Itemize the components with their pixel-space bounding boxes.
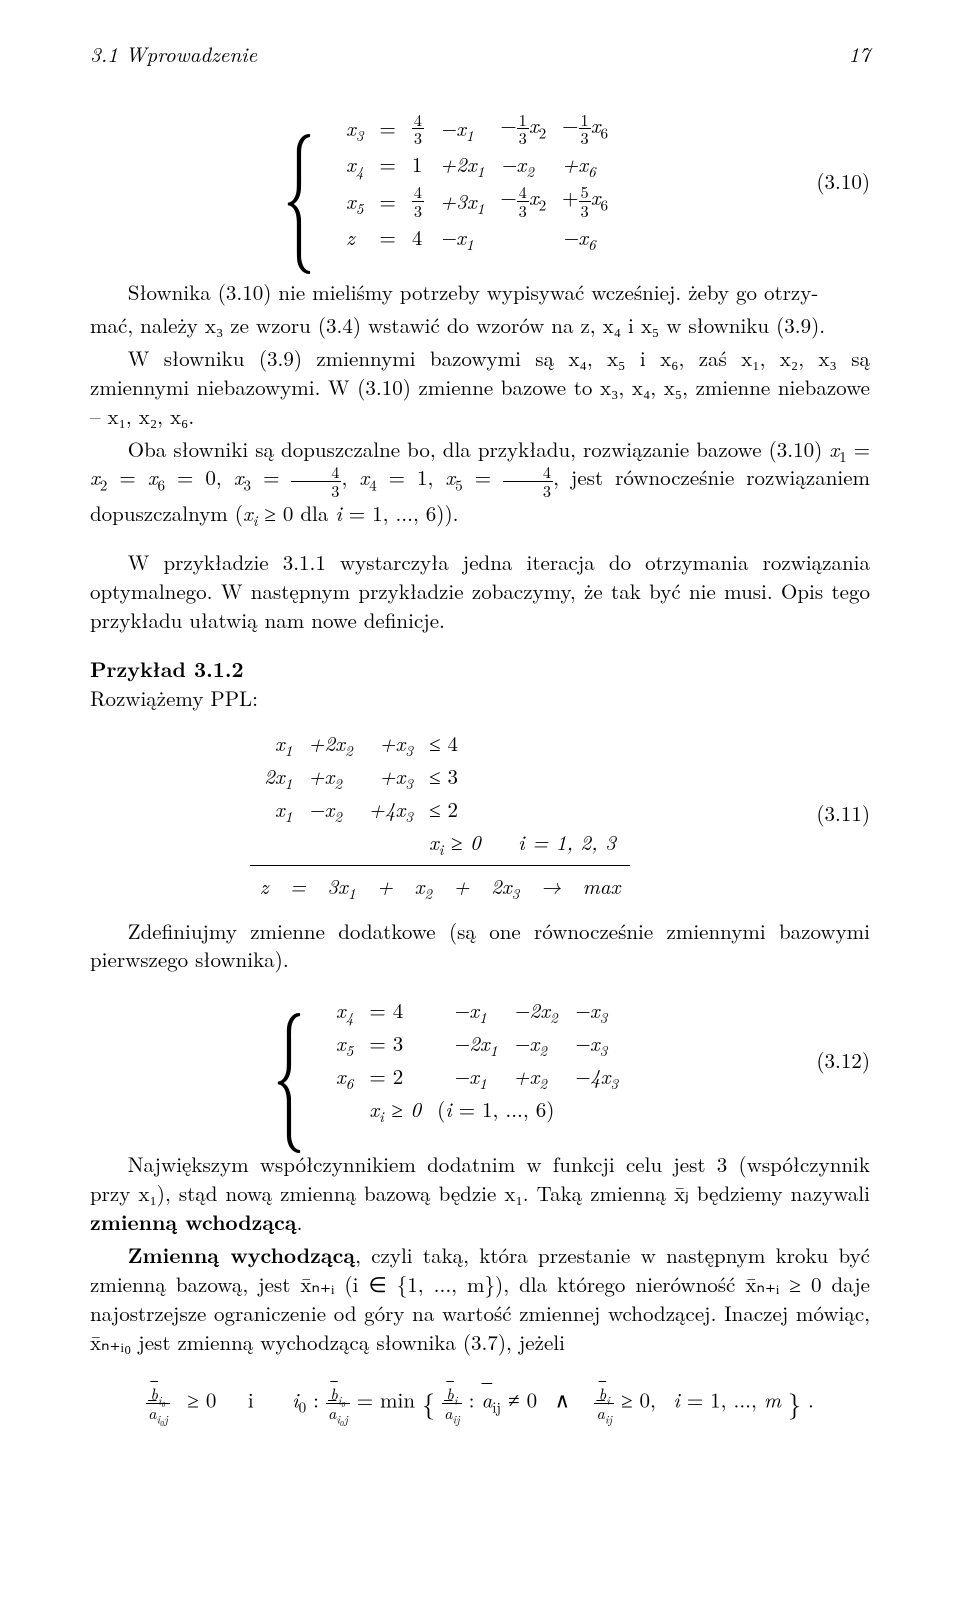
paragraph-5: Zdefiniujmy zmienne dodatkowe (są one ró… (90, 917, 870, 975)
page-number: 17 (849, 40, 870, 69)
example-label: Przykład 3.1.2 (90, 654, 244, 684)
eq-number-3-11: (3.11) (790, 799, 870, 828)
equation-3-12: { x4= 4−x1−2x2−x3 x5= 3−2x1−x2−x3 x6= 2−… (90, 994, 870, 1126)
final-formula: bi₀ ai₀j ≥ 0 i i0 : bi₀ ai₀j = min { bi … (90, 1385, 870, 1421)
paragraph-6: Największym współczynnikiem dodatnim w f… (90, 1150, 870, 1237)
section-header: 3.1 Wprowadzenie (90, 40, 257, 69)
eq-number-3-10: (3.10) (790, 167, 870, 196)
brace-icon: { (273, 1011, 305, 1109)
paragraph-1b: mać, należy x₃ ze wzoru (3.4) wstawić do… (90, 311, 870, 340)
z-line: z = 3x1 + x2 + 2x3 → max (90, 872, 790, 901)
paragraph-2: W słowniku (3.9) zmiennymi bazowymi są x… (90, 344, 870, 431)
paragraph-7: Zmienną wychodzącą, czyli taką, która pr… (90, 1241, 870, 1357)
equation-3-10: { x3= 43 −x1 −13x2 −13x6 x4=1 +2x1 −x2 +… (90, 109, 870, 254)
equation-3-11: x1+2x2+x3≤ 4 2x1+x2+x3≤ 3 x1−x2+4x3≤ 2 x… (90, 727, 870, 901)
paragraph-4: W przykładzie 3.1.1 wystarczyła jedna it… (90, 548, 870, 635)
paragraph-3: Oba słowniki są dopuszczalne bo, dla prz… (90, 435, 870, 528)
brace-icon: { (283, 132, 315, 230)
example-sub: Rozwiążemy PPL: (90, 683, 258, 713)
paragraph-1: Słownika (3.10) nie mieliśmy potrzeby wy… (90, 278, 870, 307)
eq-number-3-12: (3.12) (790, 1046, 870, 1075)
